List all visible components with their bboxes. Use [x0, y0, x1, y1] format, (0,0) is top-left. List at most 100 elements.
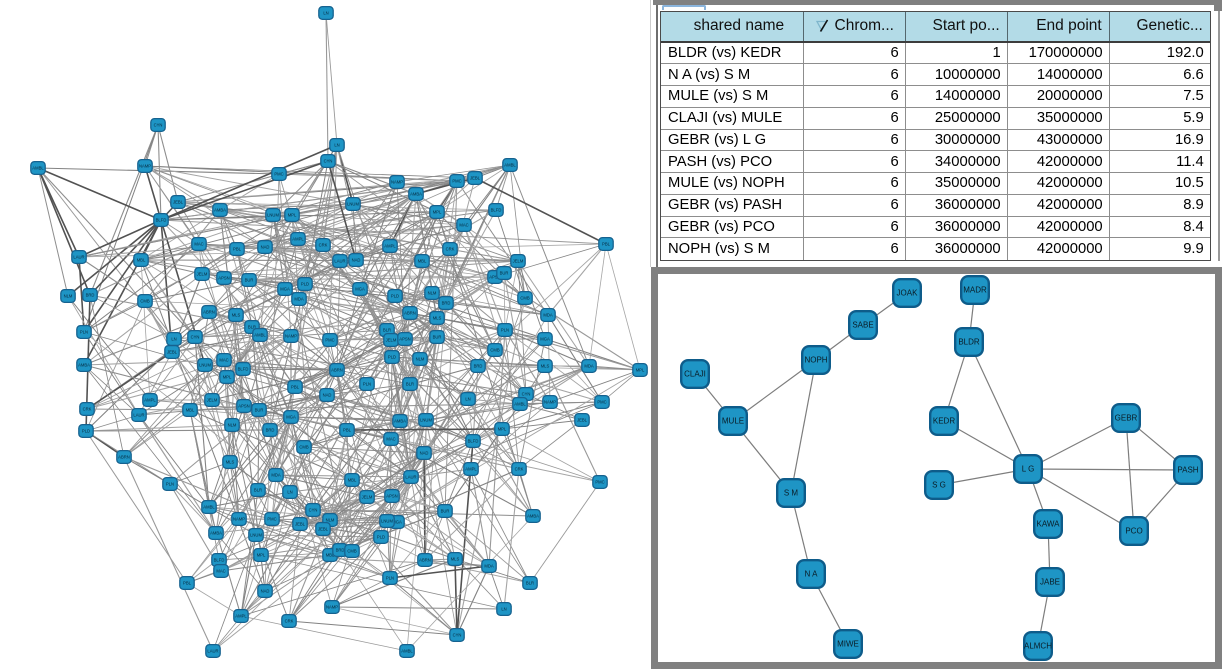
svg-text:CRK: CRK	[319, 243, 328, 248]
svg-text:NAMP: NAMP	[285, 334, 297, 339]
svg-text:SABE: SABE	[852, 321, 873, 330]
svg-text:JEBL: JEBL	[318, 527, 329, 532]
svg-text:PMC: PMC	[597, 400, 606, 405]
svg-text:LN: LN	[323, 11, 328, 16]
svg-text:BLDR: BLDR	[958, 338, 980, 347]
svg-text:BLFD: BLFD	[468, 439, 479, 444]
svg-text:ABRN: ABRN	[404, 311, 416, 316]
svg-text:AMBA: AMBA	[78, 363, 90, 368]
svg-text:L G: L G	[1022, 465, 1035, 474]
svg-text:CYN: CYN	[191, 335, 200, 340]
svg-text:BRD: BRD	[442, 301, 451, 306]
svg-text:JELM: JELM	[197, 272, 208, 277]
svg-text:S G: S G	[932, 481, 946, 490]
svg-text:CRK: CRK	[285, 619, 294, 624]
svg-text:PLN: PLN	[166, 482, 174, 487]
svg-text:MDA: MDA	[271, 473, 281, 478]
svg-text:JELM: JELM	[386, 338, 397, 343]
svg-text:PLN: PLN	[80, 330, 88, 335]
svg-text:ABRN: ABRN	[203, 310, 215, 315]
svg-text:AMBL: AMBL	[514, 402, 526, 407]
svg-text:LN: LN	[334, 143, 339, 148]
svg-text:ALMCH: ALMCH	[1024, 642, 1052, 651]
svg-text:BLFD: BLFD	[491, 208, 502, 213]
svg-text:KAWA: KAWA	[1037, 520, 1061, 529]
svg-text:MBL: MBL	[186, 408, 195, 413]
svg-text:APSN: APSN	[238, 404, 249, 409]
svg-text:APSN: APSN	[489, 275, 500, 280]
svg-text:AMBL: AMBL	[401, 649, 413, 654]
svg-text:N A: N A	[805, 570, 819, 579]
svg-text:JABE: JABE	[1040, 578, 1060, 587]
svg-text:MGA: MGA	[540, 337, 550, 342]
svg-text:LN: LN	[465, 397, 470, 402]
svg-text:NAMP: NAMP	[391, 180, 403, 185]
svg-text:KEDR: KEDR	[933, 417, 955, 426]
svg-text:MLS: MLS	[433, 316, 442, 321]
svg-text:MAC: MAC	[459, 223, 468, 228]
svg-text:MIWE: MIWE	[837, 640, 859, 649]
svg-text:LNUM: LNUM	[347, 202, 359, 207]
svg-text:BRD: BRD	[266, 428, 275, 433]
svg-text:BLR: BLR	[406, 382, 414, 387]
svg-text:PASH: PASH	[1177, 466, 1198, 475]
svg-text:BUR: BUR	[245, 278, 254, 283]
svg-text:PLN: PLN	[363, 382, 371, 387]
svg-text:JELM: JELM	[362, 495, 373, 500]
svg-text:PLD: PLD	[388, 355, 396, 360]
svg-text:BRD: BRD	[474, 364, 483, 369]
svg-text:MGA: MGA	[280, 287, 290, 292]
svg-text:LAUR: LAUR	[207, 649, 218, 654]
svg-text:LN: LN	[287, 490, 292, 495]
svg-text:BRD: BRD	[86, 293, 95, 298]
svg-text:MGA: MGA	[286, 415, 296, 420]
svg-text:APSN: APSN	[399, 337, 410, 342]
svg-text:AMBA: AMBA	[210, 531, 222, 536]
svg-text:ABRN: ABRN	[118, 455, 130, 460]
svg-text:AMBL: AMBL	[504, 163, 516, 168]
svg-text:MPL: MPL	[288, 213, 297, 218]
svg-text:MPL: MPL	[223, 375, 232, 380]
svg-text:LN: LN	[171, 337, 176, 342]
svg-text:PBL: PBL	[602, 242, 611, 247]
svg-text:NAD: NAD	[261, 589, 270, 594]
svg-text:LN: LN	[501, 607, 506, 612]
svg-text:NAMP: NAMP	[326, 605, 338, 610]
svg-text:PLD: PLD	[82, 429, 90, 434]
svg-text:BLFD: BLFD	[238, 367, 249, 372]
svg-text:PLD: PLD	[301, 282, 309, 287]
svg-text:NAMP: NAMP	[544, 400, 556, 405]
svg-text:NLM: NLM	[64, 294, 73, 299]
svg-text:S M: S M	[784, 489, 799, 498]
svg-text:AMPL: AMPL	[144, 398, 156, 403]
svg-text:JEBL: JEBL	[167, 350, 178, 355]
svg-text:BLR: BLR	[383, 328, 391, 333]
svg-text:LAUR: LAUR	[405, 475, 416, 480]
svg-text:NLM: NLM	[416, 357, 425, 362]
svg-text:MULE: MULE	[722, 417, 744, 426]
svg-text:MGA: MGA	[355, 287, 365, 292]
svg-text:PBL: PBL	[183, 581, 192, 586]
svg-text:PMC: PMC	[267, 517, 276, 522]
svg-text:BUR: BUR	[441, 509, 450, 514]
svg-text:CRK: CRK	[83, 407, 92, 412]
svg-text:CYN: CYN	[324, 159, 333, 164]
svg-text:JELM: JELM	[513, 259, 524, 264]
svg-text:LAUR: LAUR	[334, 259, 345, 264]
svg-text:AMBA: AMBA	[527, 514, 539, 519]
svg-text:MPL: MPL	[498, 427, 507, 432]
svg-text:PLN: PLN	[386, 576, 394, 581]
svg-text:CMB: CMB	[347, 549, 357, 554]
svg-text:NAMP: NAMP	[139, 164, 151, 169]
svg-text:AMPL: AMPL	[292, 237, 304, 242]
svg-text:MAC: MAC	[386, 437, 395, 442]
svg-text:LNUM: LNUM	[250, 533, 262, 538]
svg-text:AMBA: AMBA	[394, 419, 406, 424]
svg-text:NAMP: NAMP	[233, 517, 245, 522]
svg-text:MBL: MBL	[348, 478, 357, 483]
svg-text:PBL: PBL	[233, 247, 242, 252]
svg-text:LAUR: LAUR	[133, 413, 144, 418]
svg-text:JEBL: JEBL	[295, 522, 306, 527]
svg-text:ABRN: ABRN	[331, 368, 343, 373]
svg-text:BUR: BUR	[433, 335, 442, 340]
